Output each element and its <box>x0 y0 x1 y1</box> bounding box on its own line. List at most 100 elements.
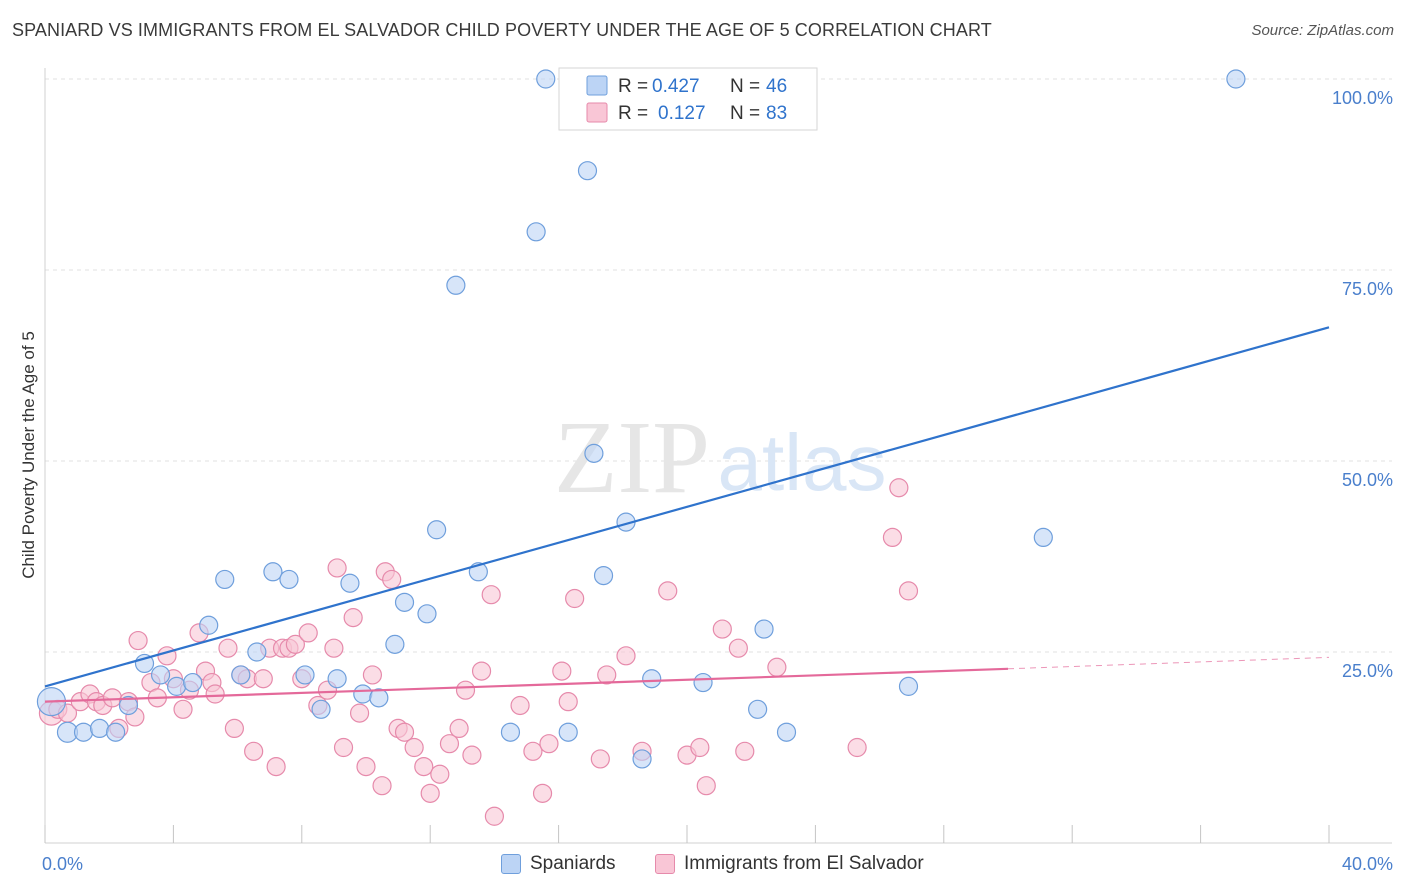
watermark: ZIP atlas <box>554 400 886 515</box>
point-spaniards-28 <box>500 722 521 742</box>
point-salvador-29 <box>266 756 286 777</box>
bottom-legend: Spaniards Immigrants from El Salvador <box>0 851 1406 879</box>
legend-n-value-1: 46 <box>766 76 787 97</box>
legend-n-label-1: N = <box>730 76 760 97</box>
point-salvador-55 <box>455 680 476 700</box>
point-salvador-58 <box>481 585 501 605</box>
point-spaniards-40 <box>748 699 768 719</box>
point-salvador-57 <box>471 661 492 681</box>
point-spaniards-22 <box>385 634 405 654</box>
point-spaniards-10 <box>199 615 219 635</box>
point-spaniards-5 <box>118 695 139 716</box>
point-salvador-22 <box>218 638 238 658</box>
bottom-legend-swatch-spaniards <box>501 854 521 874</box>
point-salvador-48 <box>394 722 415 742</box>
point-salvador-38 <box>327 558 347 578</box>
point-spaniards-33 <box>584 443 604 463</box>
point-spaniards-24 <box>417 604 437 624</box>
legend-swatch-spaniards <box>586 75 608 96</box>
point-spaniards-30 <box>536 69 556 89</box>
point-salvador-41 <box>349 703 370 723</box>
bottom-legend-label-spaniards: Spaniards <box>530 853 616 874</box>
point-salvador-7 <box>102 688 123 708</box>
y-tick-label-0: 25.0% <box>1342 661 1393 681</box>
point-salvador-63 <box>539 734 559 754</box>
point-spaniards-26 <box>446 275 466 295</box>
point-spaniards-11 <box>215 569 235 590</box>
point-salvador-34 <box>298 623 318 643</box>
point-spaniards-13 <box>247 642 267 662</box>
point-spaniards-29 <box>526 222 546 242</box>
point-spaniards-14 <box>263 562 283 582</box>
point-salvador-39 <box>333 737 354 758</box>
point-spaniards-9 <box>183 672 203 693</box>
point-salvador-16 <box>173 699 193 719</box>
point-salvador-78 <box>767 657 787 677</box>
trend-line-salvador-extension <box>1007 656 1330 670</box>
y-axis-label: Child Poverty Under the Age of 5 <box>19 331 38 579</box>
point-spaniards-12 <box>231 665 251 685</box>
axes: 25.0% 50.0% 75.0% 100.0% 0.0% 40.0% <box>42 68 1393 874</box>
legend-r-value-1: 0.427 <box>652 76 700 97</box>
point-salvador-54 <box>449 718 469 739</box>
point-salvador-61 <box>523 741 543 761</box>
point-spaniards-34 <box>593 565 614 586</box>
point-salvador-65 <box>558 692 578 712</box>
point-spaniards-16 <box>295 665 315 685</box>
x-tick-label-1: 40.0% <box>1342 854 1393 874</box>
legend-swatch-salvador <box>586 102 608 123</box>
point-spaniards-42 <box>776 722 797 742</box>
point-spaniards-41 <box>754 619 774 639</box>
point-salvador-80 <box>882 527 903 548</box>
point-salvador-44 <box>372 776 392 796</box>
point-salvador-21 <box>205 684 225 704</box>
legend-r-label-1: R = <box>618 76 648 97</box>
data-points <box>36 69 1246 826</box>
point-salvador-40 <box>343 608 363 628</box>
bottom-legend-spaniards: Spaniards <box>501 853 616 875</box>
point-salvador-64 <box>552 661 572 681</box>
point-spaniards-43 <box>898 676 919 696</box>
trend-line-spaniards <box>44 326 1330 688</box>
point-spaniards-3 <box>89 718 110 739</box>
point-salvador-76 <box>728 638 748 658</box>
point-salvador-49 <box>404 737 424 758</box>
point-spaniards-4 <box>106 722 126 742</box>
legend-r-value-2: 0.127 <box>658 103 706 124</box>
point-salvador-37 <box>324 638 344 658</box>
trend-lines <box>44 326 1330 703</box>
point-salvador-43 <box>362 665 383 685</box>
point-salvador-82 <box>898 581 919 601</box>
point-salvador-79 <box>847 737 867 758</box>
point-spaniards-17 <box>311 699 331 719</box>
point-salvador-23 <box>224 718 244 739</box>
point-spaniards-37 <box>642 669 662 689</box>
y-tick-label-3: 100.0% <box>1332 88 1393 108</box>
point-spaniards-31 <box>558 722 578 742</box>
point-salvador-67 <box>590 749 610 769</box>
point-salvador-81 <box>889 478 909 498</box>
watermark-zip: ZIP <box>554 400 710 515</box>
point-salvador-59 <box>484 806 504 826</box>
point-salvador-27 <box>253 669 273 689</box>
point-salvador-53 <box>439 734 460 754</box>
point-salvador-74 <box>696 776 716 796</box>
point-spaniards-18 <box>327 669 347 689</box>
point-spaniards-20 <box>353 684 373 704</box>
point-salvador-56 <box>462 745 482 765</box>
point-salvador-71 <box>658 581 678 601</box>
point-salvador-77 <box>735 741 755 761</box>
point-salvador-52 <box>430 764 450 784</box>
point-spaniards-15 <box>279 569 299 590</box>
point-salvador-11 <box>128 630 148 651</box>
point-spaniards-38 <box>693 672 713 693</box>
bottom-legend-swatch-salvador <box>655 854 675 874</box>
source-label: Source: ZipAtlas.com <box>1251 22 1394 39</box>
point-salvador-46 <box>382 569 402 590</box>
point-spaniards-25 <box>427 520 447 540</box>
point-salvador-68 <box>597 665 617 685</box>
point-spaniards-7 <box>150 665 171 685</box>
point-salvador-73 <box>690 737 710 758</box>
point-salvador-66 <box>565 588 585 609</box>
